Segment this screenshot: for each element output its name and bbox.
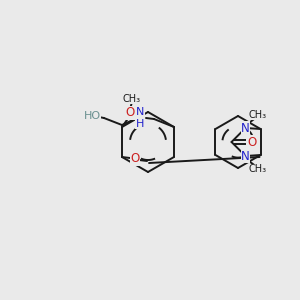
Text: CH₃: CH₃	[248, 110, 267, 120]
Text: CH₃: CH₃	[248, 164, 267, 174]
Text: CH₃: CH₃	[123, 94, 141, 104]
Text: O: O	[130, 152, 140, 166]
Text: N: N	[241, 149, 250, 163]
Text: HO: HO	[83, 111, 100, 121]
Text: O: O	[247, 136, 256, 148]
Text: N
H: N H	[136, 107, 144, 129]
Text: O: O	[125, 106, 135, 119]
Text: N: N	[241, 122, 250, 134]
